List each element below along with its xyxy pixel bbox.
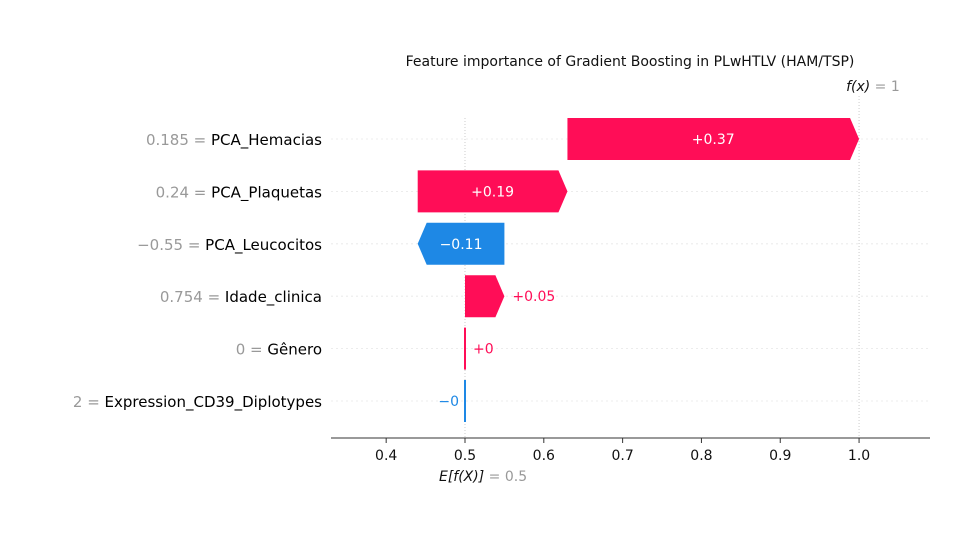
feature-name: Gênero (267, 341, 322, 359)
x-tick-label: 0.7 (611, 448, 633, 464)
feature-name: Expression_CD39_Diplotypes (105, 393, 323, 412)
contribution-label: −0 (438, 394, 459, 410)
contribution-label: −0.11 (440, 237, 483, 253)
feature-label: 0.24 = PCA_Plaquetas (156, 183, 323, 202)
bar-PCA_Plaquetas (417, 170, 568, 213)
contribution-label: +0 (473, 342, 494, 358)
feature-label: 0 = Gênero (236, 341, 322, 359)
base-value: = 0.5 (489, 469, 527, 485)
feature-name: PCA_Leucocitos (205, 236, 322, 255)
chart-title: Feature importance of Gradient Boosting … (406, 54, 855, 70)
bar-PCA_Hemacias (567, 118, 860, 160)
feature-value: 0 = (236, 341, 268, 359)
feature-label: 2 = Expression_CD39_Diplotypes (73, 393, 322, 412)
x-tick-label: 1.0 (848, 448, 870, 464)
feature-label: −0.55 = PCA_Leucocitos (137, 236, 322, 255)
feature-value: 0.24 = (156, 183, 212, 201)
base-label: E[f(X)] (439, 469, 489, 485)
output-label: f(x) (846, 79, 875, 95)
contribution-label: +0.19 (471, 184, 514, 200)
x-tick-label: 0.4 (375, 448, 397, 464)
x-tick-label: 0.8 (690, 448, 712, 464)
feature-value: −0.55 = (137, 236, 205, 254)
x-tick-label: 0.5 (454, 448, 476, 464)
output-value-label: f(x) = 1 (846, 79, 900, 95)
feature-value: 2 = (73, 393, 105, 411)
feature-name: Idade_clinica (225, 288, 322, 307)
contribution-label: +0.37 (692, 132, 735, 148)
feature-name: PCA_Hemacias (211, 131, 322, 150)
feature-name: PCA_Plaquetas (211, 183, 322, 202)
bar-PCA_Leucocitos (417, 222, 505, 265)
output-value: = 1 (875, 79, 900, 95)
contribution-label: +0.05 (512, 289, 555, 305)
feature-value: 0.185 = (146, 131, 211, 149)
feature-label: 0.185 = PCA_Hemacias (146, 131, 322, 150)
bar-Idade_clinica (464, 275, 505, 318)
feature-value: 0.754 = (160, 288, 225, 306)
x-tick-label: 0.9 (769, 448, 791, 464)
base-value-label: E[f(X)] = 0.5 (439, 469, 527, 485)
feature-label: 0.754 = Idade_clinica (160, 288, 322, 307)
x-tick-label: 0.6 (533, 448, 555, 464)
